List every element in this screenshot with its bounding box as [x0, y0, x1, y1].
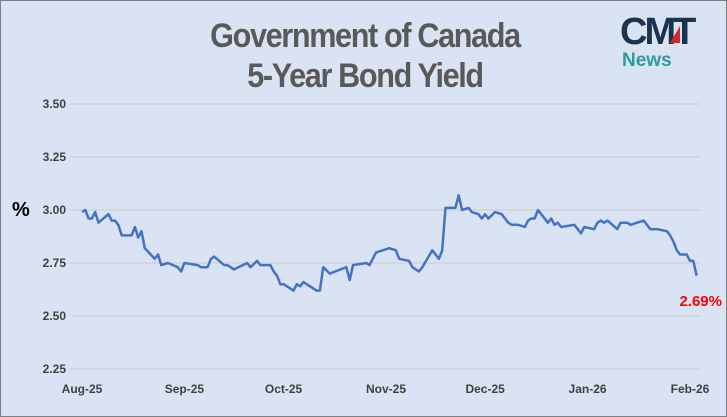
title-line-2: 5-Year Bond Yield	[247, 57, 484, 95]
y-tick-label: 3.50	[43, 97, 67, 111]
x-tick-label: Oct-25	[265, 382, 303, 396]
x-tick-label: Aug-25	[62, 382, 103, 396]
x-tick-label: Jan-26	[569, 382, 607, 396]
x-tick-label: Dec-25	[465, 382, 505, 396]
chart-title: Government of Canada 5-Year Bond Yield	[145, 16, 586, 96]
x-tick-label: Sep-25	[165, 382, 205, 396]
y-tick-label: 3.00	[43, 203, 67, 217]
y-axis-label: %	[12, 199, 30, 221]
gridlines	[70, 103, 700, 370]
title-line-1: Government of Canada	[210, 17, 521, 55]
x-tick-label: Feb-26	[671, 382, 710, 396]
series-line	[81, 193, 698, 292]
logo-cmt: CMT	[620, 11, 696, 53]
last-value-annotation: 2.69%	[679, 293, 722, 310]
y-axis-ticks: 3.50 3.25 3.00 2.75 2.50 2.25	[43, 97, 67, 376]
logo-news: News	[622, 50, 672, 71]
x-axis-ticks: Aug-25 Sep-25 Oct-25 Nov-25 Dec-25 Jan-26 Feb-…	[62, 382, 710, 396]
cmt-news-logo: CMT News	[620, 11, 699, 71]
y-tick-label: 2.75	[43, 256, 67, 270]
y-tick-label: 3.25	[43, 150, 67, 164]
y-tick-label: 2.25	[43, 362, 67, 376]
y-tick-label: 2.50	[43, 309, 67, 323]
x-tick-label: Nov-25	[366, 382, 406, 396]
series-points	[81, 195, 697, 291]
logo-accent-triangle	[670, 26, 680, 43]
